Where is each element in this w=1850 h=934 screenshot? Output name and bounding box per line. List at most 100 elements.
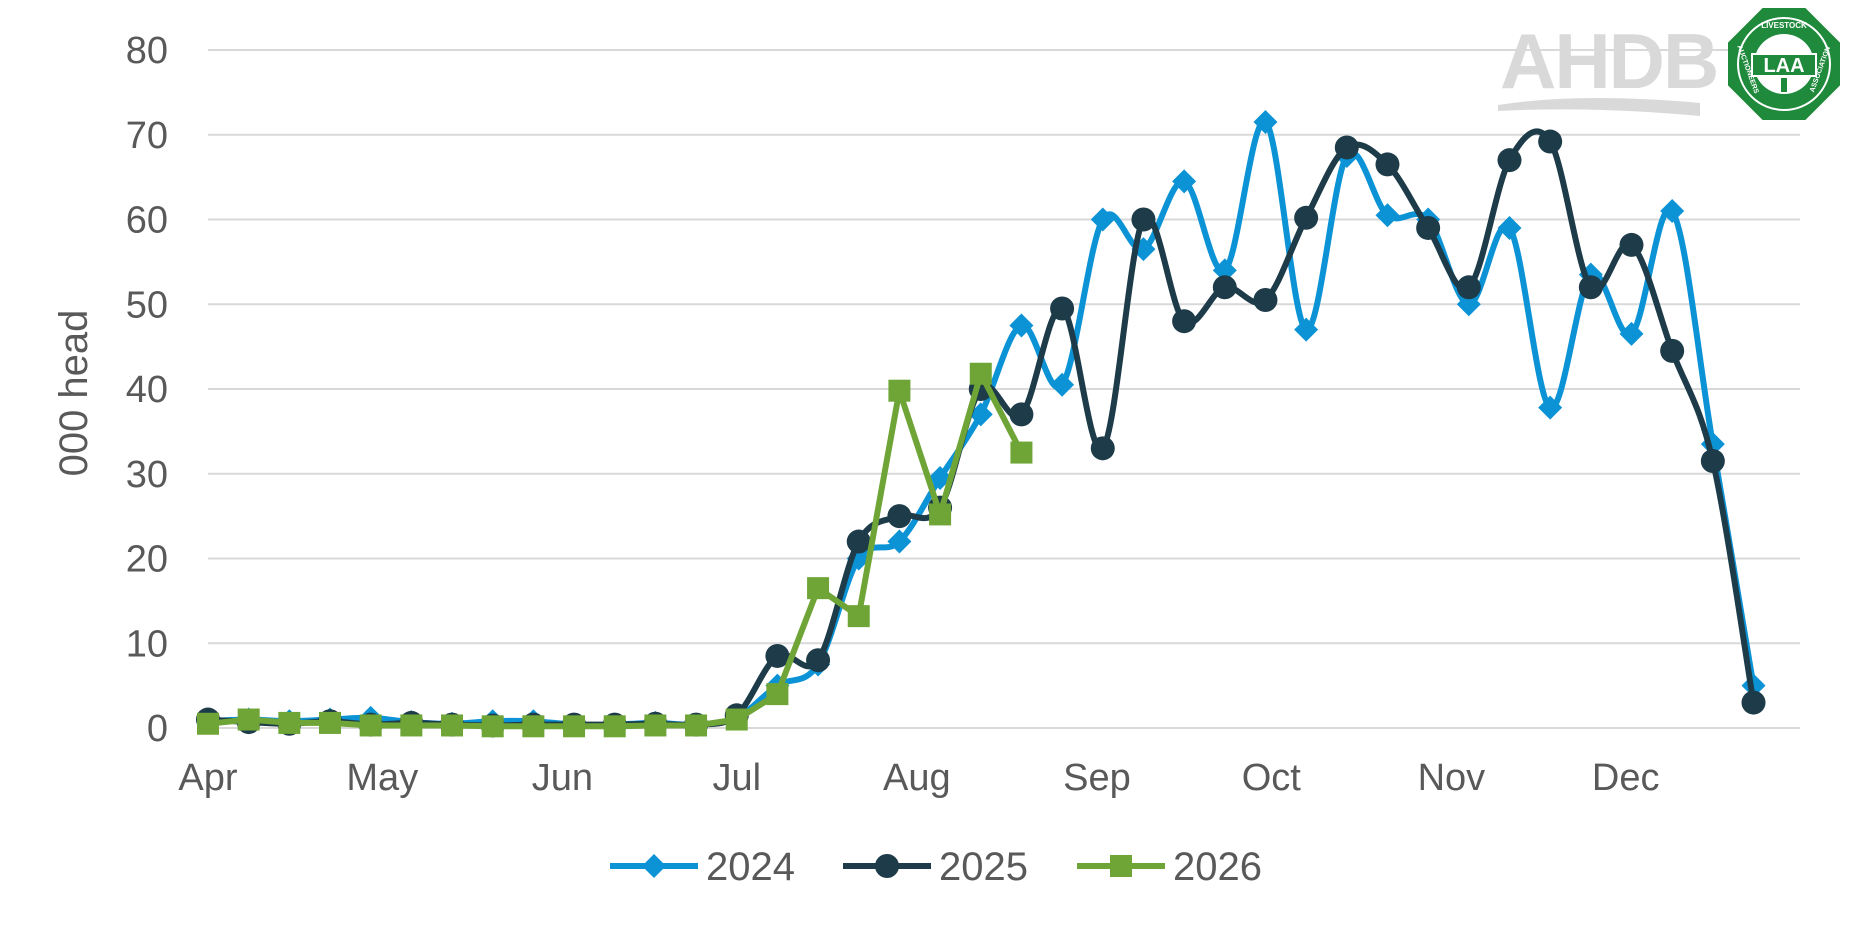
data-point-2026: [563, 715, 586, 738]
data-point-2025: [1375, 152, 1400, 177]
data-point-2026: [400, 714, 423, 737]
data-point-2026: [197, 712, 219, 735]
data-point-2026: [929, 503, 952, 526]
data-point-2026: [766, 683, 789, 706]
y-tick-label: 80: [126, 30, 168, 72]
data-point-2024: [1375, 203, 1400, 228]
data-point-2025: [1456, 275, 1481, 300]
data-point-2026: [725, 708, 748, 731]
x-tick-label: Aug: [883, 757, 951, 799]
data-point-2026: [441, 714, 464, 737]
data-point-2026: [847, 605, 870, 628]
legend-swatch-marker: [875, 854, 899, 878]
x-tick-label: Jul: [712, 757, 761, 799]
data-point-2025: [806, 648, 831, 673]
data-point-2026: [685, 714, 708, 737]
ahdb-logo-text: AHDB: [1500, 17, 1717, 105]
data-point-2025: [1131, 207, 1156, 232]
gridlines: [208, 49, 1800, 729]
y-tick-label: 10: [126, 623, 168, 665]
data-point-2025: [1660, 338, 1685, 363]
data-point-2025: [1212, 275, 1237, 300]
data-point-2026: [888, 379, 911, 402]
data-point-2025: [1416, 215, 1441, 240]
data-point-2025: [1334, 135, 1359, 160]
series-lines: [196, 110, 1766, 738]
data-point-2026: [522, 715, 545, 738]
data-point-2026: [969, 362, 992, 385]
y-tick-label: 70: [126, 115, 168, 157]
data-point-2025: [1294, 205, 1319, 230]
data-point-2026: [278, 711, 301, 734]
y-tick-label: 50: [126, 284, 168, 326]
legend-swatch-marker: [642, 854, 666, 878]
data-point-2025: [1172, 309, 1197, 334]
data-point-2025: [1253, 288, 1278, 313]
ahdb-logo: AHDB: [1498, 17, 1719, 116]
x-tick-label: Oct: [1242, 757, 1302, 799]
x-tick-label: Nov: [1418, 757, 1486, 799]
legend-label: 2025: [939, 845, 1028, 889]
data-point-2024: [1090, 207, 1115, 232]
legend-label: 2026: [1173, 845, 1262, 889]
data-point-2025: [1741, 690, 1766, 715]
data-point-2026: [319, 711, 342, 734]
laa-logo-main-text: LAA: [1763, 55, 1804, 77]
y-tick-label: 30: [126, 454, 168, 496]
legend-item-2026: 2026: [1077, 845, 1262, 889]
legend: 2024 2025 2026: [610, 845, 1262, 889]
data-point-2025: [887, 504, 912, 529]
laa-logo-ring: [1737, 17, 1831, 111]
series-2025: [196, 128, 1766, 738]
data-point-2024: [1497, 215, 1522, 240]
legend-item-2025: 2025: [843, 845, 1028, 889]
data-point-2025: [1578, 275, 1603, 300]
x-tick-label: May: [346, 757, 418, 799]
legend-item-2024: 2024: [610, 845, 795, 889]
data-point-2026: [237, 708, 260, 731]
x-tick-label: Dec: [1592, 757, 1660, 799]
x-tick-label: Sep: [1063, 757, 1131, 799]
y-tick-label: 0: [147, 708, 168, 750]
data-point-2025: [1538, 129, 1563, 154]
legend-swatch-marker: [1110, 855, 1132, 877]
data-point-2025: [765, 643, 790, 668]
x-tick-label: Jun: [532, 757, 593, 799]
data-point-2026: [1010, 441, 1033, 464]
data-point-2026: [603, 715, 626, 738]
legend-label: 2024: [706, 845, 795, 889]
laa-logo-ring-top-text: LIVESTOCK: [1761, 21, 1807, 30]
y-tick-label: 40: [126, 369, 168, 411]
x-tick-label: Apr: [178, 757, 237, 799]
data-point-2024: [1456, 292, 1481, 317]
y-tick-label: 20: [126, 539, 168, 581]
data-point-2026: [644, 714, 667, 737]
series-line-2025: [205, 128, 1757, 729]
data-point-2026: [481, 715, 504, 738]
data-point-2024: [1660, 199, 1685, 224]
ahdb-logo-swoosh: [1498, 97, 1700, 116]
data-point-2025: [1619, 232, 1644, 257]
data-point-2024: [968, 402, 993, 427]
data-point-2024: [1172, 169, 1197, 194]
data-point-2026: [807, 577, 830, 600]
data-point-2024: [1212, 258, 1237, 283]
data-point-2025: [846, 529, 871, 554]
data-point-2025: [1700, 449, 1725, 474]
data-point-2024: [887, 529, 912, 554]
data-point-2025: [1009, 402, 1034, 427]
y-tick-label: 60: [126, 200, 168, 242]
data-point-2025: [1497, 148, 1522, 173]
data-point-2025: [1050, 296, 1075, 321]
y-axis-title: 000 head: [52, 310, 96, 477]
data-point-2024: [1253, 110, 1278, 135]
laa-logo: LAA LIVESTOCK AUCTIONEERS ASSOCIATION: [1728, 8, 1840, 120]
data-point-2024: [1294, 317, 1319, 342]
data-point-2024: [1538, 395, 1563, 420]
data-point-2025: [1090, 436, 1115, 461]
laa-logo-gavel: [1781, 78, 1787, 92]
data-point-2024: [1009, 313, 1034, 338]
x-tick-labels: Apr May Jun Jul Aug Sep Oct Nov Dec: [178, 757, 1659, 799]
